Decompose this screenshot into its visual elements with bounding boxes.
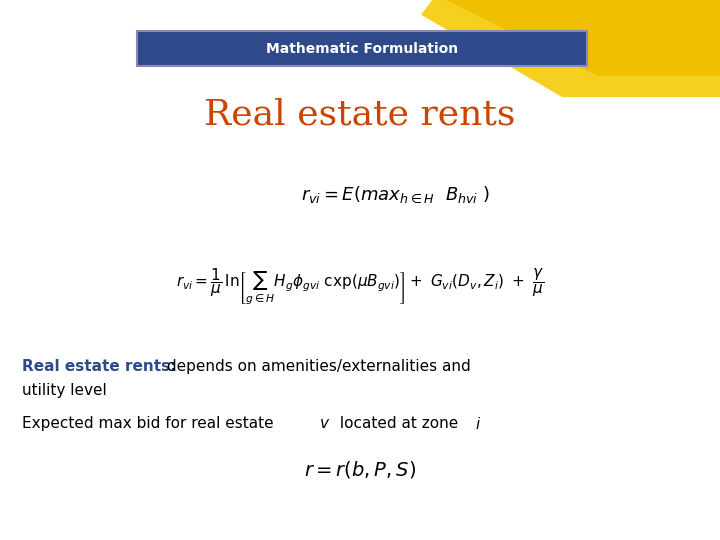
Polygon shape — [0, 0, 432, 97]
Text: depends on amenities/externalities and: depends on amenities/externalities and — [162, 359, 471, 374]
Polygon shape — [396, 0, 720, 97]
Text: Real estate rents:: Real estate rents: — [22, 359, 176, 374]
Polygon shape — [446, 0, 720, 76]
Text: Mathematic Formulation: Mathematic Formulation — [266, 42, 458, 56]
Text: Real estate rents: Real estate rents — [204, 97, 516, 131]
Text: $r = r(b,P,S)$: $r = r(b,P,S)$ — [304, 460, 416, 480]
Text: located at zone: located at zone — [335, 416, 463, 431]
Text: utility level: utility level — [22, 383, 107, 399]
Text: $r_{vi} = \dfrac{1}{\mu}\,\ln\!\left[\sum_{g \in H} H_g\phi_{gvi}\ \mathrm{cxp}(: $r_{vi} = \dfrac{1}{\mu}\,\ln\!\left[\su… — [176, 266, 544, 306]
FancyBboxPatch shape — [137, 31, 587, 66]
Text: $r_{vi} = E(\mathit{max}_{h \in H}\ \ B_{hvi}\ )$: $r_{vi} = E(\mathit{max}_{h \in H}\ \ B_… — [302, 184, 490, 205]
Text: $v$: $v$ — [319, 416, 330, 431]
Text: Expected max bid for real estate: Expected max bid for real estate — [22, 416, 278, 431]
Text: $i$: $i$ — [475, 416, 482, 432]
